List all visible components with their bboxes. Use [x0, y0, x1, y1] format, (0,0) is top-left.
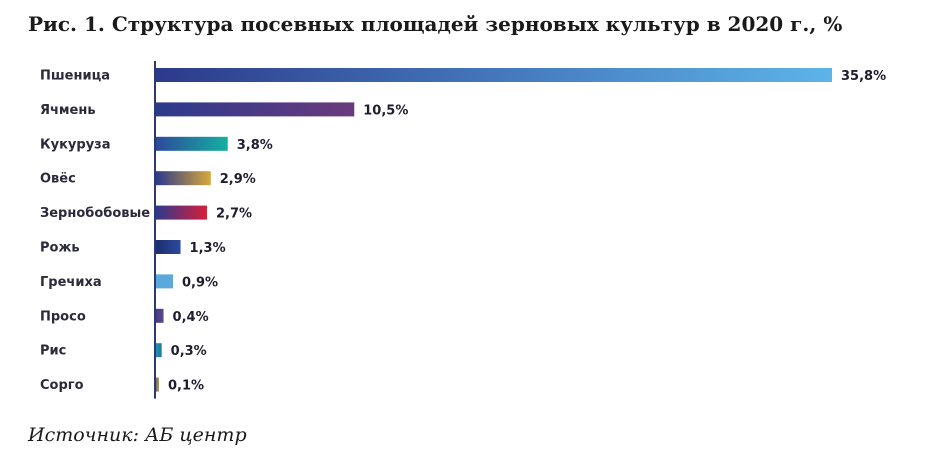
bar — [156, 171, 211, 186]
bar — [156, 308, 164, 323]
category-label: Гречиха — [40, 275, 102, 290]
value-label: 35,8% — [841, 69, 886, 84]
value-label: 3,8% — [237, 138, 273, 153]
bar — [156, 136, 228, 151]
category-label: Зернобобовые — [40, 206, 150, 221]
value-label: 2,9% — [220, 172, 256, 187]
chart-title: Рис. 1. Структура посевных площадей зерн… — [28, 12, 843, 36]
bar — [156, 377, 159, 392]
category-label: Рожь — [40, 241, 80, 256]
bar — [156, 240, 181, 254]
category-label: Пшеница — [40, 69, 110, 84]
value-label: 0,3% — [171, 344, 207, 359]
bars-group: Пшеница 35,8% Ячмень 10,5% Кукуруза 3,8% Овёс 2… — [40, 68, 886, 394]
category-label: Сорго — [40, 378, 84, 393]
category-label: Просо — [40, 309, 86, 324]
bar-chart: Пшеница 35,8% Ячмень 10,5% Кукуруза 3,8% Овёс 2… — [40, 61, 886, 399]
value-label: 0,9% — [182, 275, 218, 290]
value-label: 10,5% — [363, 103, 408, 118]
category-label: Ячмень — [40, 103, 96, 118]
category-label: Рис — [40, 344, 66, 359]
source-note: Источник: АБ центр — [28, 424, 247, 446]
bar — [156, 68, 832, 82]
category-label: Кукуруза — [40, 137, 111, 152]
category-label: Овёс — [40, 172, 76, 187]
bar — [156, 102, 355, 117]
value-label: 0,1% — [168, 379, 204, 394]
bar — [156, 274, 173, 289]
value-label: 0,4% — [173, 310, 209, 325]
bar — [156, 205, 207, 220]
value-label: 2,7% — [216, 207, 252, 222]
bar — [156, 343, 162, 358]
value-label: 1,3% — [190, 241, 226, 256]
